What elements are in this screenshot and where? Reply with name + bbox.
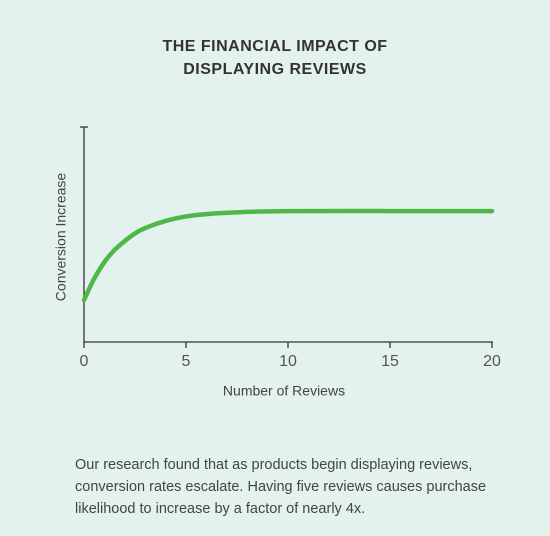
caption: likelihood to increase by a factor of ne… bbox=[75, 501, 365, 517]
x-tick-label: 15 bbox=[381, 353, 399, 370]
chart-title: THE FINANCIAL IMPACT OF bbox=[162, 38, 387, 55]
line bbox=[81, 208, 495, 303]
x-tick-label: 10 bbox=[279, 353, 297, 370]
x-axis-label: Number of Reviews bbox=[223, 383, 345, 399]
caption: Our research found that as products begi… bbox=[75, 457, 472, 473]
chart-title: DISPLAYING REVIEWS bbox=[183, 61, 367, 78]
x-tick-label: 5 bbox=[182, 353, 191, 370]
caption: conversion rates escalate. Having five r… bbox=[75, 479, 486, 495]
x-tick-label: 20 bbox=[483, 353, 501, 370]
y-axis-label: Conversion Increase bbox=[53, 173, 69, 302]
x-tick-label: 0 bbox=[80, 353, 89, 370]
